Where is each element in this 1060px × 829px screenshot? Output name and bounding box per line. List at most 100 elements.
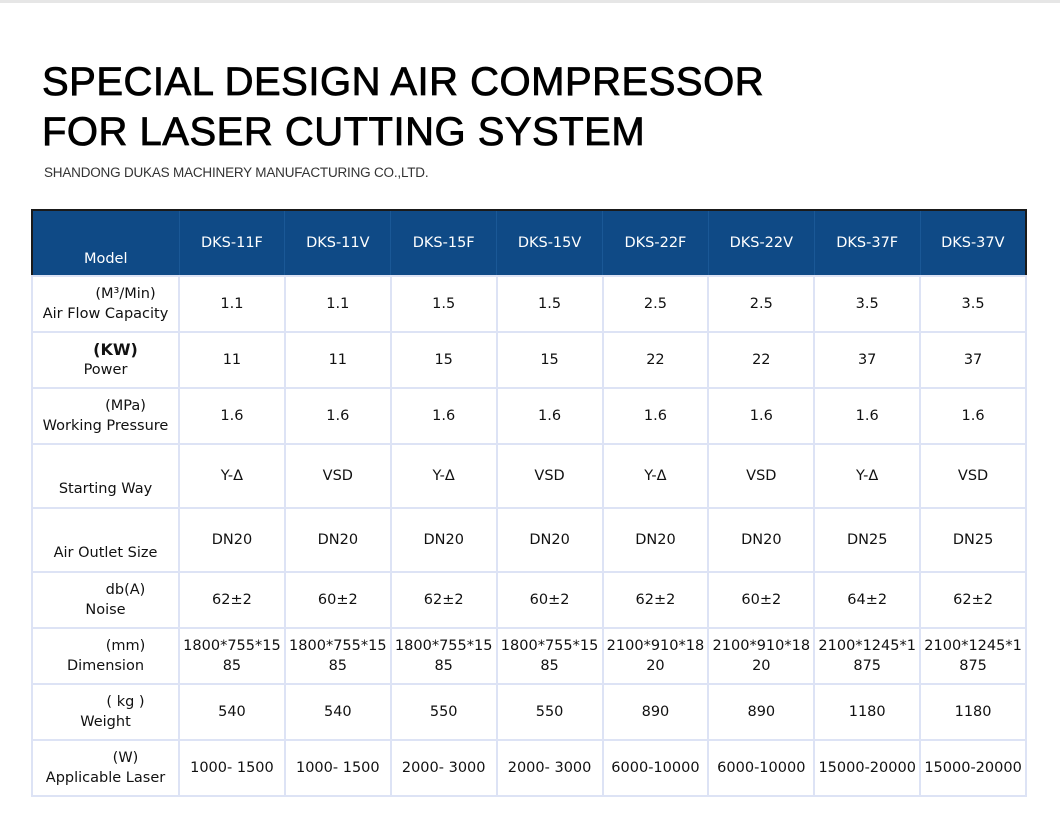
table-cell: 1.6 [813,387,922,445]
table-cell: 15000-20000 [813,739,922,797]
table-cell: 1.6 [178,387,286,445]
row-label: ( kg ) Weight [31,683,180,741]
row-label: (MPa) Working Pressure [31,387,180,445]
table-cell: Y-Δ [601,443,710,509]
table-row: (KW) Power 11 11 15 15 22 22 37 37 [31,331,1027,389]
table-cell: 1180 [813,683,922,741]
table-row: (W) Applicable Laser 1000- 1500 1000- 1500 2… [31,739,1027,797]
table-cell: 11 [178,331,286,389]
table-cell: 64±2 [813,571,922,629]
table-cell: 60±2 [283,571,392,629]
table-cell: 62±2 [919,571,1027,629]
table-cell: Y-Δ [813,443,922,509]
row-unit: ( kg ) [106,694,145,710]
table-cell: 1.6 [495,387,604,445]
table-cell: 3.5 [919,275,1027,333]
model-column-header: DKS-37V [920,210,1027,276]
table-cell: 22 [601,331,710,389]
table-cell: DN20 [178,507,286,573]
table-cell: 1800*755*1585 [283,627,392,685]
row-unit: db(A) [105,582,146,598]
model-column-header: DKS-22F [602,210,709,276]
table-cell: 2000- 3000 [389,739,498,797]
spec-table: Model DKS-11F DKS-11V DKS-15F DKS-15V DKS-22… [31,209,1027,797]
table-cell: 37 [919,331,1027,389]
table-cell: 1800*755*1585 [495,627,604,685]
table-cell: 15 [495,331,604,389]
table-cell: 60±2 [707,571,816,629]
table-cell: 62±2 [389,571,498,629]
table-cell: 3.5 [813,275,922,333]
table-cell: DN25 [813,507,922,573]
row-unit: (W) [112,750,139,766]
model-column-header: DKS-22V [708,210,815,276]
model-column-header: DKS-11V [284,210,392,276]
table-cell: 550 [495,683,604,741]
table-cell: 2100*910*1820 [601,627,710,685]
table-row: Starting Way Y-Δ VSD Y-Δ VSD Y-Δ VSD Y-Δ VSD [31,443,1027,509]
row-name: Air Outlet Size [53,545,158,561]
table-cell: 1180 [919,683,1027,741]
row-label: Air Outlet Size [31,507,180,573]
table-cell: 1.6 [389,387,498,445]
table-cell: DN20 [283,507,392,573]
table-cell: 2000- 3000 [495,739,604,797]
header-row: Model DKS-11F DKS-11V DKS-15F DKS-15V DKS-22… [32,210,1027,276]
table-row: db(A) Noise 62±2 60±2 62±2 60±2 62±2 60±2 64±2 62… [31,571,1027,629]
table-cell: 890 [707,683,816,741]
model-header: Model [32,210,180,276]
table-cell: 62±2 [178,571,286,629]
row-unit: (M³/Min) [95,286,156,302]
table-cell: DN20 [601,507,710,573]
table-cell: 550 [389,683,498,741]
table-cell: 60±2 [495,571,604,629]
row-label: (W) Applicable Laser [31,739,180,797]
table-cell: 540 [178,683,286,741]
row-name: Applicable Laser [45,770,166,786]
table-cell: 1.6 [601,387,710,445]
title-line-2: FOR LASER CUTTING SYSTEM [42,110,646,155]
table-row: (mm) Dimension 1800*755*1585 1800*755*1585 1… [31,627,1027,685]
title-line-1: SPECIAL DESIGN AIR COMPRESSOR [42,60,765,105]
row-name: Dimension [66,658,145,674]
row-name: Starting Way [58,481,153,497]
table-cell: 1.6 [919,387,1027,445]
table-cell: 37 [813,331,922,389]
table-cell: 1800*755*1585 [389,627,498,685]
row-name: Power [83,362,128,378]
table-cell: 15 [389,331,498,389]
model-column-header: DKS-11F [179,210,286,276]
model-column-header: DKS-15F [390,210,498,276]
company-name: SHANDONG DUKAS MACHINERY MANUFACTURING C… [44,165,429,180]
table-cell: 15000-20000 [919,739,1027,797]
table-cell: 1.1 [283,275,392,333]
table-cell: 1000- 1500 [178,739,286,797]
table-cell: 2.5 [601,275,710,333]
table-cell: 2100*910*1820 [707,627,816,685]
model-column-header: DKS-37F [814,210,921,276]
table-cell: VSD [707,443,816,509]
row-label: (M³/Min) Air Flow Capacity [31,275,180,333]
row-name: Noise [85,602,126,618]
table-cell: 62±2 [601,571,710,629]
table-cell: 1.6 [283,387,392,445]
row-name: Weight [80,714,131,730]
table-cell: DN25 [919,507,1027,573]
table-cell: 11 [283,331,392,389]
row-label: (mm) Dimension [31,627,180,685]
table-cell: Y-Δ [389,443,498,509]
table-cell: 1.5 [495,275,604,333]
table-cell: Y-Δ [178,443,286,509]
table-cell: 6000-10000 [707,739,816,797]
table-row: ( kg ) Weight 540 540 550 550 890 890 1180 1180 [31,683,1027,741]
table-row: (M³/Min) Air Flow Capacity 1.1 1.1 1.5 1.5 2.5… [31,275,1027,333]
table-cell: 6000-10000 [601,739,710,797]
table-row: (MPa) Working Pressure 1.6 1.6 1.6 1.6 1.6 1.6 1… [31,387,1027,445]
row-unit: (KW) [93,340,138,359]
table-cell: 1000- 1500 [283,739,392,797]
table-cell: 1.1 [178,275,286,333]
table-cell: 1800*755*1585 [178,627,286,685]
table-cell: 1.5 [389,275,498,333]
table-cell: 2100*1245*1875 [813,627,922,685]
table-cell: 1.6 [707,387,816,445]
